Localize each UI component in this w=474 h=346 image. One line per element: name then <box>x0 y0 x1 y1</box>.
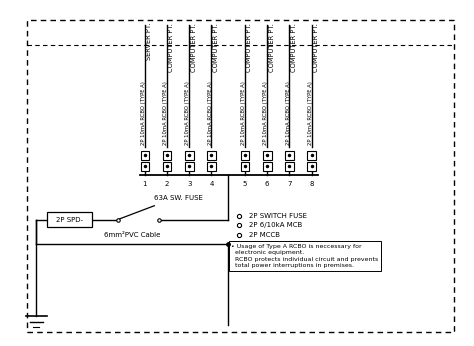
Text: 6mm²PVC Cable: 6mm²PVC Cable <box>104 233 161 238</box>
Bar <box>241 151 249 160</box>
Bar <box>241 162 249 171</box>
Bar <box>163 151 171 160</box>
Text: 7: 7 <box>287 181 292 187</box>
Bar <box>207 151 216 160</box>
Text: SERVER PT.: SERVER PT. <box>146 23 152 61</box>
Text: 2P 10mA RCBO (TYPE A): 2P 10mA RCBO (TYPE A) <box>264 82 268 145</box>
Text: • Usage of Type A RCBO is neccessary for
  electronic equipment.
  RCBO protects: • Usage of Type A RCBO is neccessary for… <box>231 244 379 268</box>
Text: 2P 10mA RCBO (TYPE A): 2P 10mA RCBO (TYPE A) <box>141 82 146 145</box>
Text: 1: 1 <box>143 181 147 187</box>
Text: 4: 4 <box>210 181 214 187</box>
Text: COMPUTER PT.: COMPUTER PT. <box>291 23 297 72</box>
Text: 2P SWITCH FUSE: 2P SWITCH FUSE <box>249 213 307 219</box>
Text: COMPUTER PT.: COMPUTER PT. <box>213 23 219 72</box>
Text: COMPUTER PT.: COMPUTER PT. <box>269 23 274 72</box>
Bar <box>308 151 316 160</box>
Text: 2P MCCB: 2P MCCB <box>249 232 280 238</box>
Text: 2P 10mA RCBO (TYPE A): 2P 10mA RCBO (TYPE A) <box>285 82 291 145</box>
Text: COMPUTER PT.: COMPUTER PT. <box>168 23 174 72</box>
Text: 2P SPD-: 2P SPD- <box>56 217 83 222</box>
Text: COMPUTER PT.: COMPUTER PT. <box>313 23 319 72</box>
Text: 2P 6/10kA MCB: 2P 6/10kA MCB <box>249 222 302 228</box>
Bar <box>141 162 149 171</box>
Text: 2P 10mA RCBO (TYPE A): 2P 10mA RCBO (TYPE A) <box>208 82 212 145</box>
Bar <box>285 151 294 160</box>
Text: COMPUTER PT.: COMPUTER PT. <box>191 23 197 72</box>
Text: 3: 3 <box>187 181 191 187</box>
Bar <box>263 151 272 160</box>
Text: 2P 10mA RCBO (TYPE A): 2P 10mA RCBO (TYPE A) <box>241 82 246 145</box>
Text: 5: 5 <box>243 181 247 187</box>
Text: 6: 6 <box>265 181 270 187</box>
Bar <box>308 162 316 171</box>
Text: 2P 10mA RCBO (TYPE A): 2P 10mA RCBO (TYPE A) <box>308 82 313 145</box>
Bar <box>185 162 193 171</box>
Text: 2P 10mA RCBO (TYPE A): 2P 10mA RCBO (TYPE A) <box>185 82 191 145</box>
Text: 2P 10mA RCBO (TYPE A): 2P 10mA RCBO (TYPE A) <box>163 82 168 145</box>
Bar <box>47 212 91 227</box>
Text: 63A SW. FUSE: 63A SW. FUSE <box>154 195 202 201</box>
Bar <box>285 162 294 171</box>
Bar <box>163 162 171 171</box>
Text: 2: 2 <box>165 181 169 187</box>
Bar <box>207 162 216 171</box>
Text: COMPUTER PT.: COMPUTER PT. <box>246 23 253 72</box>
Text: 8: 8 <box>310 181 314 187</box>
Bar <box>263 162 272 171</box>
Bar <box>141 151 149 160</box>
Bar <box>185 151 193 160</box>
